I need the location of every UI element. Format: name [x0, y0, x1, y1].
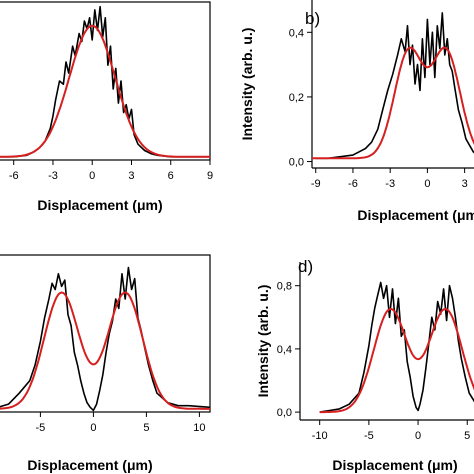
plot-area	[312, 12, 474, 160]
x-axis-label: Displacement (μm)	[357, 207, 474, 223]
x-axis-label: Displacement (μm)	[332, 457, 457, 473]
x-tick-label: -6	[9, 170, 19, 182]
y-tick-label: 0,8	[277, 281, 292, 293]
fit-curve	[0, 291, 210, 410]
x-tick-label: -5	[36, 422, 46, 434]
x-tick-label: -6	[348, 178, 358, 190]
x-tick-label: -3	[48, 170, 58, 182]
chart-panel-2: -9 -6 -3 0 3 0,0 0,2 0,4 Displacement (μm) Intens…	[239, 0, 474, 223]
fit-curve	[319, 307, 474, 414]
x-tick-label: 10	[193, 422, 205, 434]
plot-frame	[0, 254, 211, 413]
x-tick-label: 0	[415, 430, 421, 442]
y-tick-label: 0,2	[289, 92, 304, 104]
y-axis-label: Intensity (arb. u.)	[239, 28, 255, 141]
x-tick-label: 9	[207, 170, 213, 182]
chart-panel-3: -5 0 5 10 Displacement (μm)	[0, 254, 211, 473]
plot-area	[0, 5, 210, 158]
chart-panel-4: -10 -5 0 5 0,0 0,4 0,8 Displacement (μm) Intensi…	[255, 257, 474, 473]
y-tick-label: 0,4	[277, 344, 292, 356]
measured-curve	[315, 12, 474, 160]
y-axis-label: Intensity (arb. u.)	[255, 285, 271, 398]
x-tick-label: 0	[90, 422, 96, 434]
x-axis-label: Displacement (μm)	[37, 197, 162, 213]
y-tick-label: 0,0	[289, 157, 304, 169]
x-tick-label: -9	[311, 178, 321, 190]
x-tick-label: -5	[364, 430, 374, 442]
plot-frame	[0, 1, 211, 161]
measured-curve	[319, 281, 474, 413]
x-tick-label: 0	[424, 178, 430, 190]
y-tick-label: 0,4	[289, 27, 304, 39]
x-tick-label: -10	[312, 430, 328, 442]
x-tick-label: 3	[128, 170, 134, 182]
x-tick-label: 6	[168, 170, 174, 182]
x-tick-label: 3	[462, 178, 468, 190]
fit-curve	[0, 24, 210, 158]
plot-area	[0, 266, 210, 412]
x-tick-label: 0	[89, 170, 95, 182]
panel-label: d)	[298, 257, 313, 276]
x-tick-label: -3	[385, 178, 395, 190]
x-tick-label: 5	[143, 422, 149, 434]
fit-curve	[312, 46, 474, 160]
measured-curve	[0, 5, 210, 158]
plot-area	[319, 281, 474, 414]
chart-panel-1: -6 -3 0 3 6 9 Displacement (μm)	[0, 1, 213, 213]
x-tick-label: 5	[464, 430, 470, 442]
y-tick-label: 0,0	[277, 407, 292, 419]
x-axis-label: Displacement (μm)	[27, 457, 152, 473]
measured-curve	[0, 266, 210, 412]
panel-label: b)	[305, 9, 320, 28]
